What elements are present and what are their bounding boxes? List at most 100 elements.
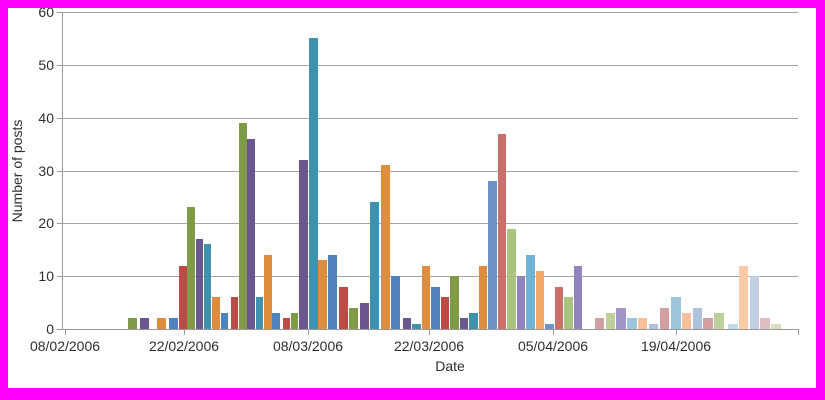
bar <box>440 297 450 329</box>
y-axis-line <box>62 12 63 329</box>
y-tick-label: 50 <box>38 56 54 73</box>
bar <box>469 313 478 329</box>
bar <box>488 181 497 329</box>
bar <box>771 323 781 329</box>
y-tick-label: 0 <box>46 321 54 337</box>
bar <box>714 313 724 329</box>
bar <box>507 228 516 329</box>
bar <box>535 270 545 329</box>
bar <box>220 313 228 329</box>
bar <box>349 307 359 329</box>
gridline <box>62 64 798 66</box>
bar <box>272 313 280 329</box>
x-axis-tick <box>798 330 799 335</box>
bar <box>637 318 648 329</box>
y-axis-tick <box>57 329 62 330</box>
x-axis-tick <box>308 330 309 335</box>
bar <box>380 165 390 329</box>
y-tick-label: 30 <box>38 162 54 179</box>
x-axis-tick <box>676 330 677 335</box>
bar <box>187 207 195 329</box>
y-tick-label: 10 <box>38 268 54 285</box>
y-tick-label: 60 <box>38 4 54 20</box>
x-axis-tick <box>429 330 430 335</box>
bar <box>573 265 583 329</box>
y-tick-label: 40 <box>38 109 54 126</box>
x-tick-label: 22/03/2006 <box>393 338 465 354</box>
y-tick-label: 20 <box>38 215 54 232</box>
bar <box>299 159 308 329</box>
bar <box>671 297 681 329</box>
x-tick-label: 08/03/2006 <box>272 338 344 354</box>
bar <box>728 323 738 329</box>
bar <box>692 307 703 329</box>
bar <box>659 307 669 329</box>
gridline <box>62 170 798 172</box>
bar <box>459 318 469 329</box>
bar <box>421 265 431 329</box>
bar <box>339 286 348 329</box>
gridline <box>62 223 798 225</box>
bar <box>545 323 554 329</box>
y-axis-tick <box>57 276 62 278</box>
bar <box>247 138 255 329</box>
bar <box>168 318 178 329</box>
bar <box>564 297 573 329</box>
bar <box>230 297 239 329</box>
bar <box>594 318 605 329</box>
bar <box>749 276 760 329</box>
bar <box>370 202 380 329</box>
bar <box>554 286 564 329</box>
x-axis-title: Date <box>435 358 465 374</box>
y-axis-tick <box>57 117 62 119</box>
bar <box>139 318 149 329</box>
bar <box>290 313 299 329</box>
bar <box>282 318 291 329</box>
bar <box>128 318 137 329</box>
x-tick-label: 22/02/2006 <box>148 338 220 354</box>
y-axis-tick <box>57 64 62 66</box>
x-tick-label: 08/02/2006 <box>29 338 101 354</box>
bar <box>497 133 507 329</box>
y-axis-tick <box>57 12 62 13</box>
bar <box>648 323 659 329</box>
gridline <box>62 12 798 13</box>
gridline <box>62 117 798 119</box>
bar <box>157 318 166 329</box>
x-axis-line <box>62 329 799 330</box>
bar <box>526 255 535 329</box>
bar <box>412 323 421 329</box>
y-axis-title: Number of posts <box>9 119 25 223</box>
bar <box>255 297 264 329</box>
bar <box>195 239 204 329</box>
bar <box>738 265 749 329</box>
bar <box>318 260 327 329</box>
bar <box>264 255 272 329</box>
x-tick-label: 05/04/2006 <box>517 338 589 354</box>
bar <box>327 255 337 329</box>
x-tick-label: 19/04/2006 <box>640 338 712 354</box>
bar <box>516 276 526 329</box>
bar <box>402 318 412 329</box>
bar <box>627 318 637 329</box>
bar <box>681 313 692 329</box>
bar <box>431 286 440 329</box>
bar <box>391 276 400 329</box>
bar <box>359 302 369 329</box>
bar <box>616 307 626 329</box>
bar <box>703 318 713 329</box>
y-axis-tick <box>57 170 62 172</box>
bar <box>203 244 212 329</box>
y-axis-tick <box>57 223 62 225</box>
bar <box>308 38 318 329</box>
bar <box>605 313 615 329</box>
x-axis-tick <box>65 330 66 335</box>
bar <box>450 276 459 329</box>
bar <box>239 122 247 329</box>
bar <box>478 265 488 329</box>
bar <box>212 297 220 329</box>
bar <box>760 318 770 329</box>
x-axis-tick <box>553 330 554 335</box>
x-axis-tick <box>184 330 185 335</box>
